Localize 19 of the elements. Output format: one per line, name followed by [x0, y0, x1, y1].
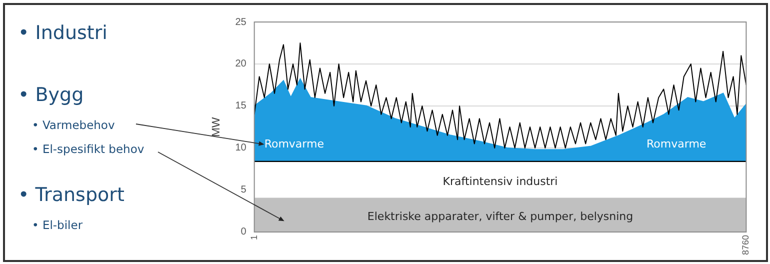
text: Romvarme — [646, 137, 706, 150]
series-label: Elektriske apparater, vifter & pumper, belysning — [367, 210, 634, 224]
y-tick-label: 10 — [235, 142, 247, 154]
text: • El-spesifikt behov — [32, 142, 144, 156]
y-tick-label: 20 — [235, 58, 247, 70]
text: • Bygg — [18, 84, 84, 106]
text: • Transport — [18, 184, 124, 206]
text: • Industri — [18, 22, 108, 44]
text: • El-biler — [32, 218, 83, 232]
y-tick-label: 25 — [235, 16, 247, 28]
series-label: Kraftintensiv industri — [442, 174, 558, 188]
y-tick-label: 0 — [240, 226, 247, 238]
x-tick-label: 1 — [248, 234, 259, 240]
y-axis-title: MW — [210, 116, 223, 137]
series-label: Romvarme — [264, 137, 324, 150]
y-tick-label: 15 — [235, 100, 247, 112]
y-tick-label: 5 — [240, 184, 247, 196]
x-tick-label: 8760 — [740, 234, 751, 256]
text: • Varmebehov — [32, 118, 115, 132]
